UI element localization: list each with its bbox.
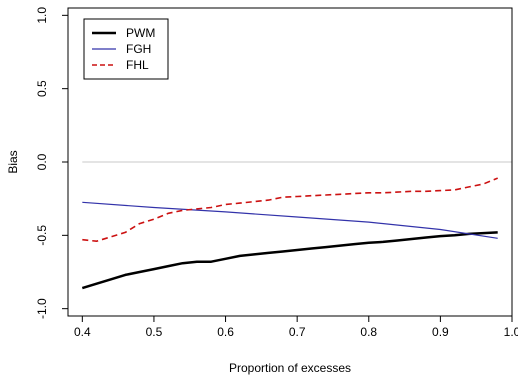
x-tick-label: 0.8 bbox=[360, 325, 377, 339]
x-tick-label: 0.5 bbox=[146, 325, 163, 339]
x-tick-label: 0.4 bbox=[74, 325, 91, 339]
legend-label-pwm: PWM bbox=[126, 26, 155, 40]
y-tick-label: -1.0 bbox=[35, 298, 49, 319]
y-tick-label: -0.5 bbox=[35, 225, 49, 246]
y-tick-label: 0.0 bbox=[35, 153, 49, 170]
y-tick-label: 0.5 bbox=[35, 80, 49, 97]
x-axis: 0.4 0.5 0.6 0.7 0.8 0.9 1.0 bbox=[74, 315, 518, 339]
series-line-pwm bbox=[81, 231, 498, 290]
series-layer bbox=[81, 177, 499, 290]
legend: PWM FGH FHL bbox=[83, 18, 169, 80]
x-axis-title: Proportion of excesses bbox=[229, 361, 351, 375]
x-tick-label: 1.0 bbox=[504, 325, 518, 339]
y-axis: -1.0 -0.5 0.0 0.5 1.0 bbox=[35, 7, 69, 319]
y-axis-title: Bias bbox=[6, 150, 20, 173]
series-line-fgh bbox=[82, 201, 498, 239]
legend-label-fgh: FGH bbox=[126, 42, 151, 56]
x-tick-label: 0.6 bbox=[217, 325, 234, 339]
x-tick-label: 0.7 bbox=[289, 325, 306, 339]
x-tick-label: 0.9 bbox=[432, 325, 449, 339]
series-line-fhl bbox=[82, 177, 499, 242]
y-tick-label: 1.0 bbox=[35, 7, 49, 24]
legend-label-fhl: FHL bbox=[126, 58, 149, 72]
